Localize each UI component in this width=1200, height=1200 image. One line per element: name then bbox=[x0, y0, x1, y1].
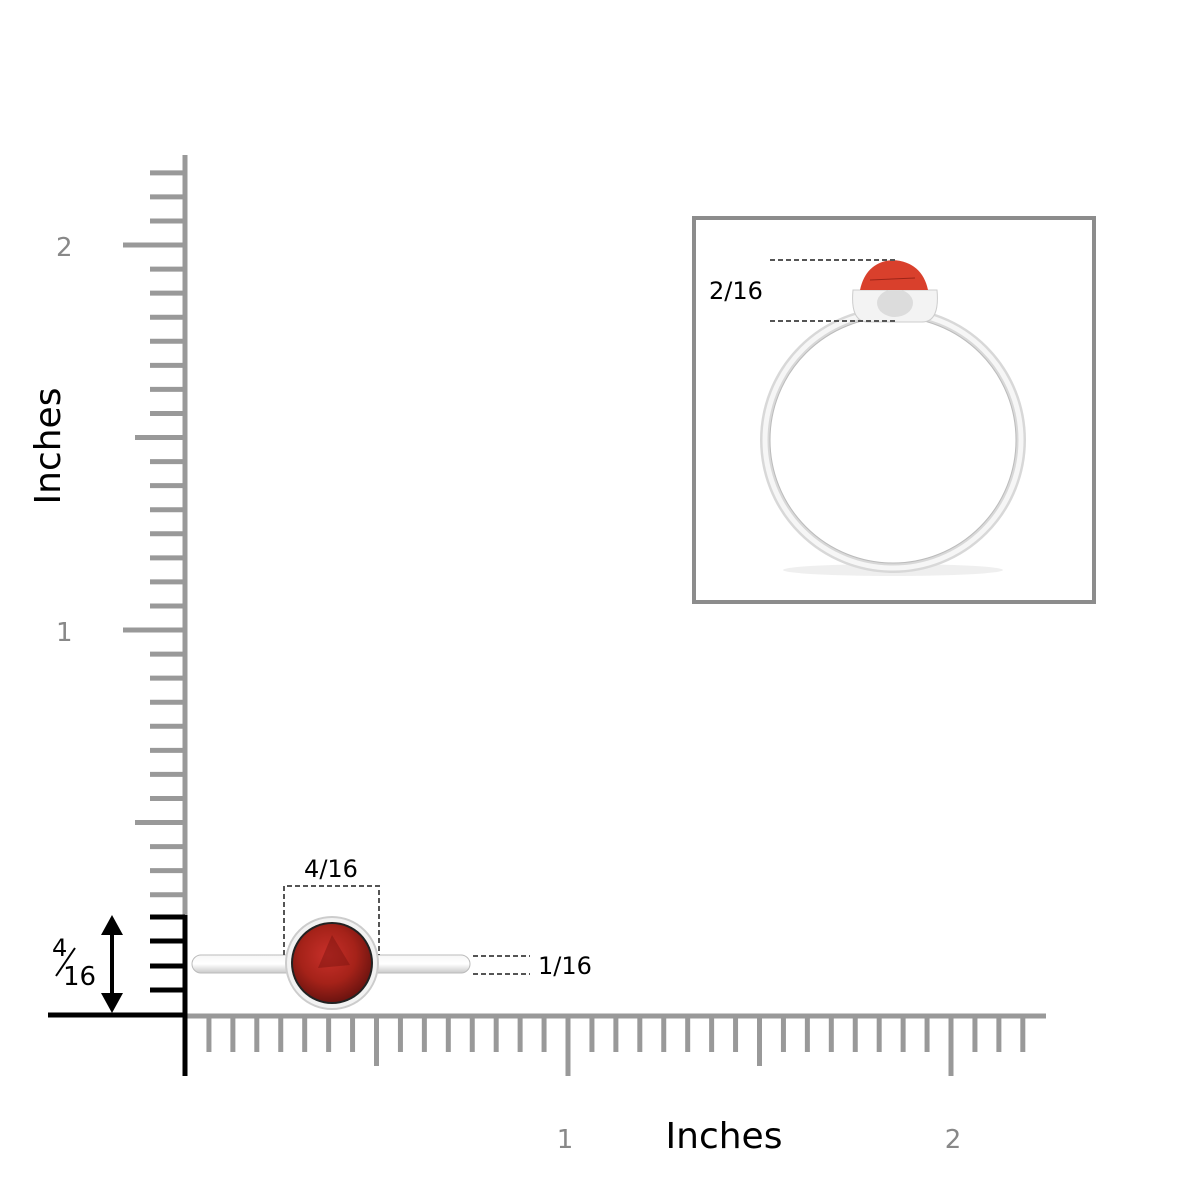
ring-height-marker: 4 16 bbox=[48, 914, 188, 1076]
ring-height-denominator: 16 bbox=[63, 962, 96, 992]
band-width-dimension: 1/16 bbox=[473, 952, 592, 980]
vertical-axis-label: Inches bbox=[28, 388, 69, 505]
vertical-ruler bbox=[123, 155, 188, 915]
horizontal-ruler bbox=[185, 1013, 1046, 1076]
inset-frame bbox=[692, 216, 1096, 604]
stone-width-dimension: 4/16 bbox=[283, 855, 380, 955]
horizontal-axis-label: Inches bbox=[666, 1116, 783, 1157]
ring-top-view bbox=[191, 916, 471, 1010]
setting-height-label: 2/16 bbox=[709, 277, 763, 305]
stone-width-label: 4/16 bbox=[304, 855, 358, 883]
horizontal-tick-label-1: 1 bbox=[557, 1125, 574, 1155]
side-view-inset: 2/16 bbox=[692, 216, 1096, 604]
gemstone-side bbox=[860, 260, 928, 290]
vertical-tick-label-2: 2 bbox=[56, 233, 73, 263]
band-width-label: 1/16 bbox=[538, 952, 592, 980]
vertical-tick-label-1: 1 bbox=[56, 618, 73, 648]
double-arrow-icon bbox=[101, 915, 123, 1013]
horizontal-tick-label-2: 2 bbox=[945, 1125, 962, 1155]
ring-height-numerator: 4 bbox=[52, 934, 67, 962]
